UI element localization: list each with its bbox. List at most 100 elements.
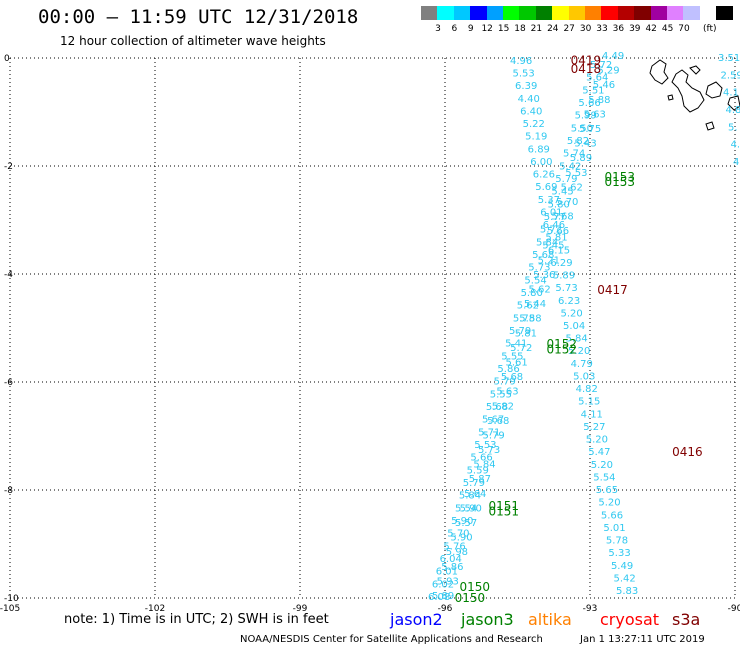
swh-value-left-track: 5.20: [598, 498, 620, 509]
swh-value-left-track: 5.83: [616, 586, 638, 597]
swh-value-track-a: 5.84: [473, 460, 495, 471]
swh-value-right-track: 5.: [728, 122, 738, 133]
pass-label: 0153: [605, 170, 636, 184]
swh-value-track-a: 5.45: [542, 241, 564, 252]
swh-value-track-a: 5.61: [506, 357, 528, 368]
swh-value-left-track: 5.19: [525, 132, 547, 143]
swh-value-track-b: 5.79: [509, 326, 531, 337]
swh-value-left-track: 4.79: [571, 359, 593, 370]
scale-label: 12: [481, 24, 493, 34]
scale-label: 42: [645, 24, 657, 34]
swh-value-track-a: 5.89: [432, 591, 454, 602]
galapagos-coastline: [649, 59, 740, 131]
swh-value-track-b: 5.84: [536, 237, 558, 248]
swh-value-right-track: 4.1: [723, 88, 739, 99]
swh-value-track-b: 5.84: [459, 491, 481, 502]
swh-value-track-b: 6.04: [440, 554, 462, 565]
x-tick-label: -105: [0, 604, 20, 614]
swh-value-left-track: 5.37: [538, 195, 560, 206]
mission-jason2: jason2: [390, 610, 443, 629]
swh-value-track-a: 5.62: [528, 285, 550, 296]
swh-value-left-track: 4.96: [510, 56, 532, 67]
swh-value-track-b: 5.72: [590, 60, 612, 71]
island-outline: [727, 95, 740, 111]
scale-label: 39: [629, 24, 641, 34]
pass-label: 0418: [571, 62, 602, 76]
swh-value-track-a: 5.68: [487, 416, 509, 427]
island-outline: [705, 81, 723, 99]
scale-label: 30: [579, 24, 592, 34]
mission-jason3: jason3: [461, 610, 514, 629]
swh-value-track-a: 5.79: [483, 430, 505, 441]
swh-value-track-a: 5.72: [510, 343, 532, 354]
swh-value-track-b: 5.42: [559, 161, 581, 172]
scale-label: 21: [530, 24, 543, 34]
pass-label: 0417: [597, 283, 628, 297]
swh-value-left-track: 5.01: [603, 523, 625, 534]
swh-value-track-b: 5.64: [586, 73, 608, 84]
swh-value-left-track: 5.33: [608, 548, 630, 559]
timestamp-text: Jan 1 13:27:11 UTC 2019: [580, 634, 705, 645]
x-tick-label: -99: [293, 604, 308, 614]
scale-label: 45: [661, 24, 674, 34]
pass-label: 0153: [605, 175, 636, 189]
swh-value-track-b: 5.55: [490, 389, 512, 400]
scale-label: 15: [497, 24, 510, 34]
swh-value-track-b: 5.82: [567, 136, 589, 147]
x-tick-label: -102: [145, 604, 165, 614]
island-outline: [705, 121, 715, 131]
swh-value-left-track: 5.89: [553, 271, 575, 282]
swh-value-right-track: 4.: [731, 140, 740, 151]
swh-value-track-b: 5.67: [482, 415, 504, 426]
swh-value-track-a: 5.90: [450, 533, 472, 544]
scale-swatch: [470, 6, 488, 20]
swh-value-track-a: 5.29: [597, 66, 619, 77]
swh-value-track-b: 5.77: [544, 212, 566, 223]
swh-value-left-track: 5.78: [606, 536, 628, 547]
scale-swatch: [699, 6, 717, 20]
axis-ticks: -105 -102 -99 -96 -93 -90 0 -2 -4 -6 -8 -10: [0, 54, 740, 614]
swh-value-track-a: 5.93: [437, 576, 459, 587]
swh-value-track-a: 5.70: [556, 197, 578, 208]
swh-value-track-b: 5.70: [447, 529, 469, 540]
mission-s3a: s3a: [672, 610, 701, 629]
swh-value-left-track: 5.04: [563, 321, 585, 332]
swh-value-track-b: 5.72: [540, 225, 562, 236]
scale-swatch: [503, 6, 520, 20]
pass-label: 0151: [489, 505, 520, 519]
swh-value-left-track: 5.81: [545, 233, 567, 244]
map-title: 00:00 – 11:59 UTC 12/31/2018: [38, 6, 359, 28]
swh-value-track-b: 5.90: [451, 516, 473, 527]
swh-value-track-a: 5.57: [455, 518, 477, 529]
scale-label: 70: [678, 24, 690, 34]
swh-value-track-b: 5.79: [555, 174, 577, 185]
x-tick-label: -90: [728, 604, 740, 614]
pass-label: 0150: [460, 580, 491, 594]
scale-swatch: [585, 6, 602, 20]
scale-label: 27: [563, 24, 575, 34]
scale-swatch: [453, 6, 471, 20]
swh-value-track-b: 5.78: [513, 313, 535, 324]
swh-value-left-track: 6.46: [543, 220, 565, 231]
island-outline: [671, 69, 705, 113]
y-tick-label: 0: [4, 54, 10, 64]
swh-value-track-b: 5.41: [505, 339, 527, 350]
y-tick-label: -2: [4, 162, 13, 172]
swh-value-track-b: 5.99: [575, 111, 597, 122]
swh-value-right-track: 2.59: [721, 70, 740, 81]
swh-value-track-b: 5.55: [501, 351, 523, 362]
swh-value-left-track: 4.40: [518, 94, 540, 105]
swh-value-track-b: 5.53: [474, 440, 496, 451]
swh-value-track-a: 5.81: [515, 328, 537, 339]
scale-unit: (ft): [703, 24, 717, 34]
credit-text: NOAA/NESDIS Center for Satellite Applica…: [240, 634, 543, 645]
scale-label: 24: [547, 24, 559, 34]
swh-value-track-b: 5.66: [470, 453, 492, 464]
swh-value-track-a: 5.68: [551, 212, 573, 223]
swh-value-track-a: 5.86: [441, 562, 463, 573]
swh-value-track-a: 5.88: [588, 95, 610, 106]
map-grid: [9, 57, 736, 599]
scale-swatch: [650, 6, 668, 20]
